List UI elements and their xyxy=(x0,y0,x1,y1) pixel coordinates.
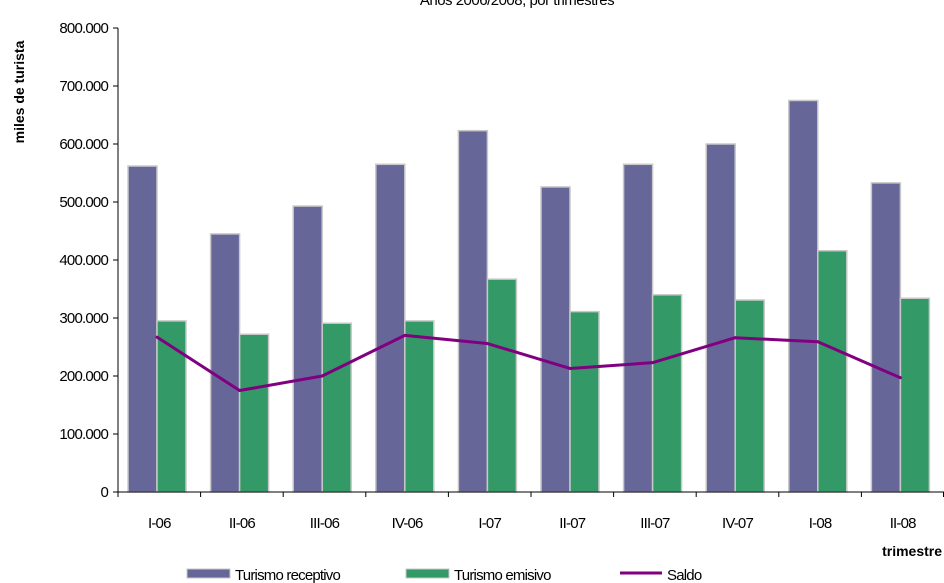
x-tick-label-II-07: II-07 xyxy=(559,515,585,532)
bar-emisivo-II-07 xyxy=(569,310,600,493)
legend-turismo-receptivo-swatch xyxy=(186,568,231,579)
legend-turismo-emisivo-label: Turismo emisivo xyxy=(454,567,551,583)
bar-receptivo-IV-06 xyxy=(375,163,406,493)
bar-receptivo-I-07 xyxy=(457,129,489,493)
y-axis-title: miles de turista xyxy=(11,40,27,143)
y-tick-label-100.000: 100.000 xyxy=(59,426,108,443)
x-tick-label-III-07: III-07 xyxy=(640,515,670,532)
chart-title: Años 2006/2008, por trimestres xyxy=(420,0,614,9)
saldo-point-IV-06 xyxy=(403,333,407,337)
legend-saldo-label: Saldo xyxy=(667,567,702,583)
x-tick-label-II-08: II-08 xyxy=(890,515,916,532)
bar-emisivo-III-07 xyxy=(651,294,683,493)
y-tick-label-700.000: 700.000 xyxy=(59,78,108,95)
saldo-point-II-06 xyxy=(238,389,242,392)
bar-receptivo-II-07 xyxy=(540,186,571,493)
x-axis-title: trimestre xyxy=(882,543,942,559)
x-tick-label-I-08: I-08 xyxy=(809,515,832,532)
bar-emisivo-IV-06 xyxy=(404,320,435,493)
saldo-point-II-07 xyxy=(568,366,572,370)
bar-emisivo-IV-07 xyxy=(734,299,765,493)
x-tick-label-IV-07: IV-07 xyxy=(722,515,753,532)
bar-emisivo-II-06 xyxy=(238,333,270,493)
x-tick-label-II-06: II-06 xyxy=(229,515,255,532)
bar-emisivo-I-08 xyxy=(817,249,848,493)
x-tick-label-IV-06: IV-06 xyxy=(392,515,423,532)
legend: Turismo receptivo Turismo emisivo Saldo xyxy=(186,567,703,583)
legend-saldo: Saldo xyxy=(620,567,703,583)
legend-turismo-receptivo: Turismo receptivo xyxy=(186,567,341,583)
y-tick-label-200.000: 200.000 xyxy=(59,368,108,385)
bar-emisivo-I-07 xyxy=(486,278,518,493)
bar-receptivo-III-07 xyxy=(622,163,654,493)
bar-emisivo-I-06 xyxy=(156,320,187,493)
saldo-point-III-07 xyxy=(651,361,655,365)
saldo-point-I-08 xyxy=(816,340,820,344)
y-tick-label-400.000: 400.000 xyxy=(59,252,108,269)
axes-group: 0 100.000 200.000 300.000 400.000 500.000 600.… xyxy=(59,20,944,532)
bar-receptivo-I-06 xyxy=(127,165,158,493)
bar-receptivo-IV-07 xyxy=(705,143,736,493)
legend-turismo-emisivo-swatch xyxy=(405,568,450,579)
bar-emisivo-II-08 xyxy=(899,297,931,493)
bars-group xyxy=(127,99,931,493)
bar-receptivo-III-06 xyxy=(292,205,323,493)
saldo-point-I-07 xyxy=(485,342,489,346)
y-tick-label-0: 0 xyxy=(100,484,108,501)
x-tick-label-I-06: I-06 xyxy=(148,515,171,532)
bar-receptivo-I-08 xyxy=(788,99,819,493)
y-tick-label-500.000: 500.000 xyxy=(59,194,108,211)
saldo-point-IV-07 xyxy=(733,336,737,340)
saldo-point-I-06 xyxy=(155,335,159,339)
x-tick-label-III-06: III-06 xyxy=(310,515,340,532)
y-tick-label-300.000: 300.000 xyxy=(59,310,108,327)
saldo-line xyxy=(156,333,901,392)
saldo-line-group xyxy=(155,333,902,392)
legend-turismo-emisivo: Turismo emisivo xyxy=(405,567,552,583)
saldo-point-III-06 xyxy=(320,374,324,378)
y-tick-label-600.000: 600.000 xyxy=(59,136,108,153)
bar-emisivo-III-06 xyxy=(321,322,352,493)
x-tick-label-I-07: I-07 xyxy=(478,515,501,532)
y-tick-label-800.000: 800.000 xyxy=(59,20,108,37)
legend-turismo-receptivo-label: Turismo receptivo xyxy=(235,567,341,583)
bar-receptivo-II-08 xyxy=(870,182,902,493)
bar-receptivo-II-06 xyxy=(209,233,241,493)
saldo-point-II-08 xyxy=(898,376,902,380)
